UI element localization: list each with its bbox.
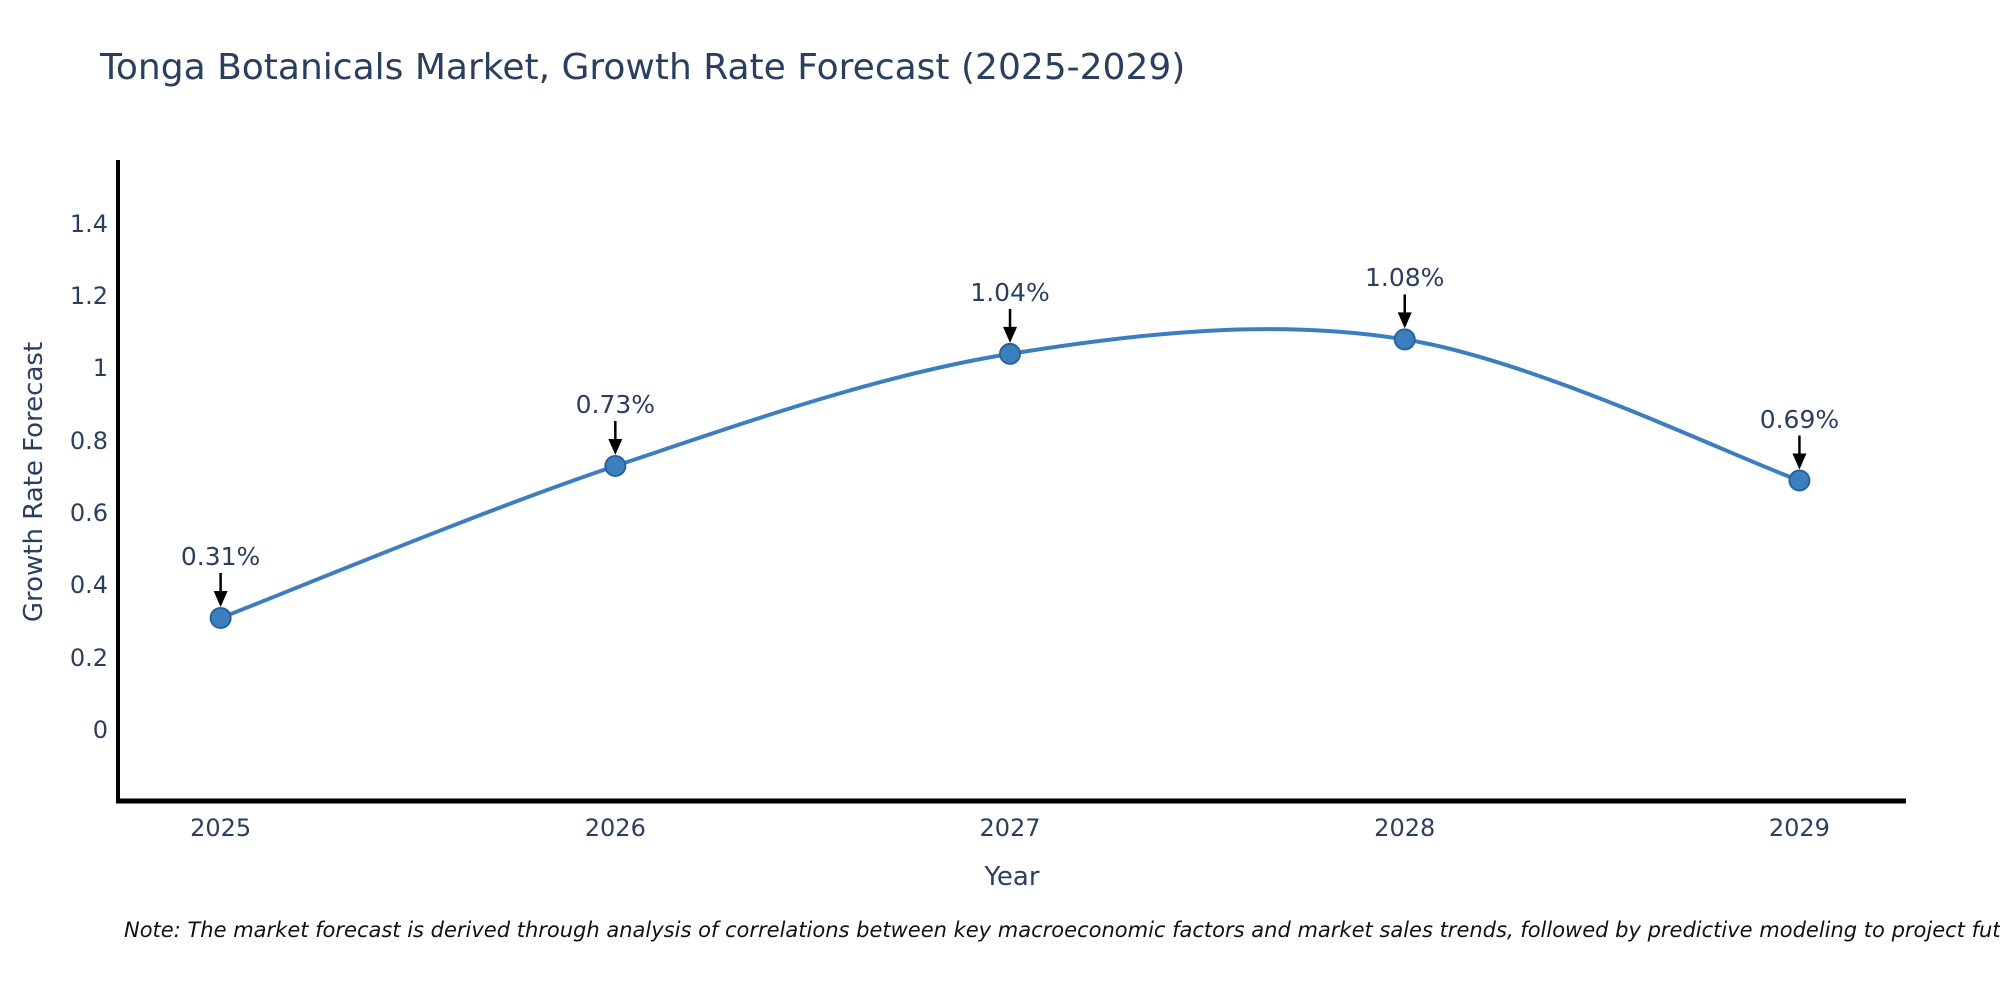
y-tick-label: 1	[92, 354, 108, 383]
x-tick-label: 2026	[584, 814, 646, 842]
y-tick-label: 1.4	[69, 209, 108, 238]
y-tick-label: 0	[92, 716, 108, 745]
annotation-arrowhead-icon	[1003, 326, 1018, 343]
point-value-label: 0.69%	[1759, 404, 1840, 434]
point-value-label: 1.08%	[1365, 263, 1445, 293]
data-point-marker-2028[interactable]	[1393, 328, 1416, 351]
point-value-label: 0.31%	[180, 541, 261, 571]
data-point-marker-2027[interactable]	[999, 342, 1022, 365]
x-axis-title: Year	[984, 862, 1040, 892]
x-tick-label: 2029	[1768, 814, 1830, 842]
data-point-marker-2026[interactable]	[604, 455, 627, 478]
data-point-marker-2029[interactable]	[1788, 469, 1811, 492]
y-tick-label: 1.2	[69, 282, 108, 310]
data-point-marker-2025[interactable]	[209, 606, 232, 629]
y-tick-label: 0.6	[69, 499, 108, 528]
chart-title: Tonga Botanicals Market, Growth Rate For…	[100, 47, 1186, 88]
annotation-arrowhead-icon	[213, 590, 228, 607]
annotation-arrowhead-icon	[608, 439, 623, 456]
annotation-arrowhead-icon	[1397, 312, 1412, 329]
point-value-label: 1.04%	[970, 277, 1050, 307]
x-tick-label: 2028	[1374, 814, 1436, 842]
chart-note: Note: The market forecast is derived thr…	[124, 918, 2000, 942]
point-value-label: 0.73%	[575, 390, 656, 420]
y-tick-label: 0.2	[69, 643, 108, 672]
x-tick-label: 2027	[979, 814, 1041, 842]
x-tick-label: 2025	[190, 814, 252, 842]
y-tick-label: 0.4	[69, 571, 108, 600]
annotation-arrowhead-icon	[1792, 453, 1807, 470]
y-tick-label: 0.8	[69, 426, 108, 455]
forecast-line	[218, 327, 1802, 620]
